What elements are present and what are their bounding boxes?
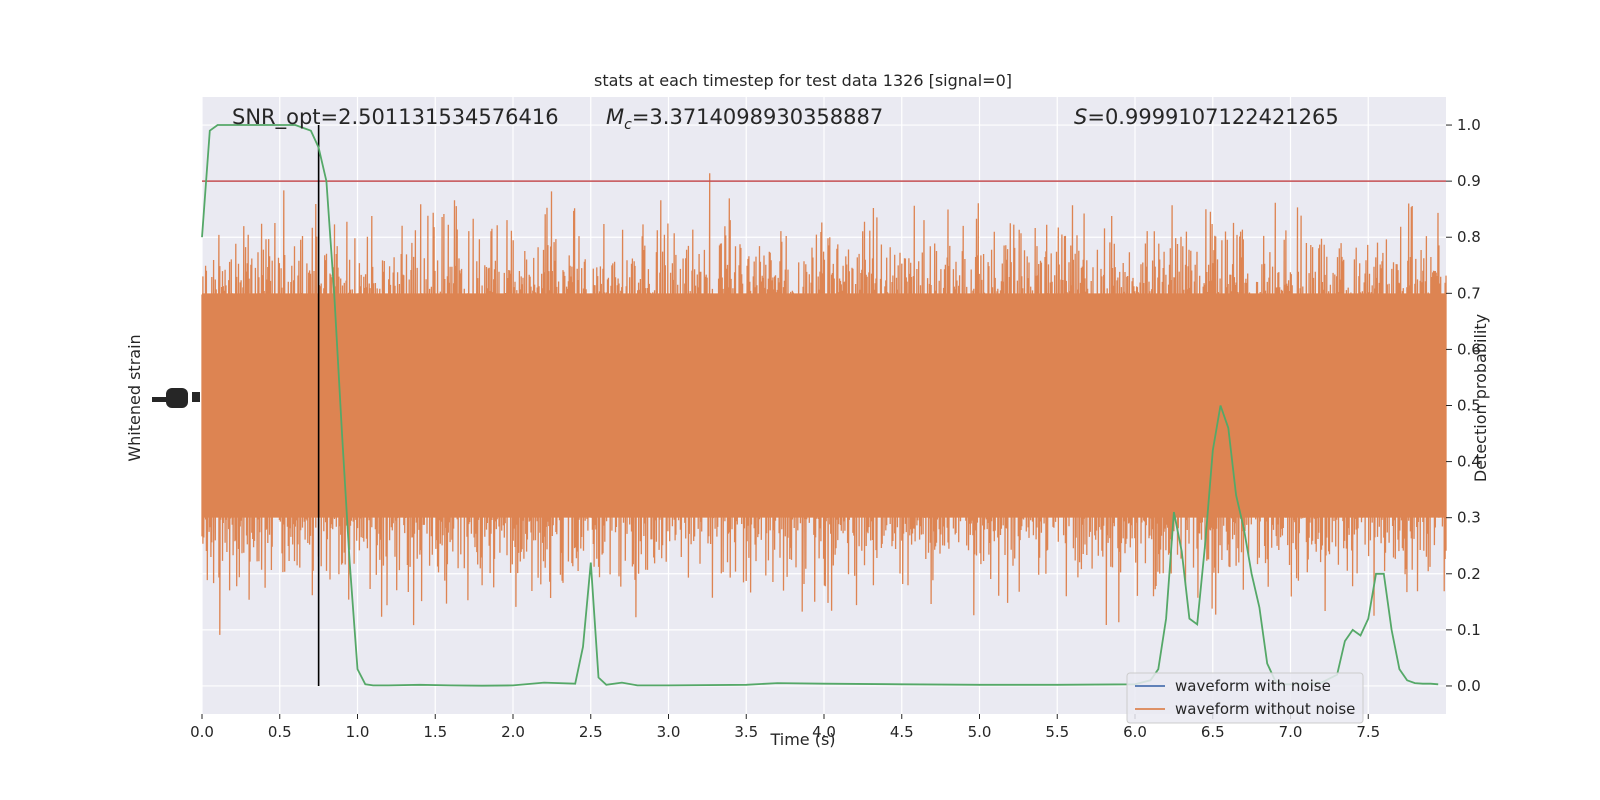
y-tick-label-7: 0.7 — [1457, 284, 1481, 302]
annotation-statistic: S=0.9999107122421265 — [1074, 105, 1339, 129]
y-tick-label-10: 1.0 — [1457, 116, 1481, 134]
x-tick-label-0: 0.0 — [190, 723, 214, 741]
y-tick-label-8: 0.8 — [1457, 228, 1481, 246]
x-tick-label-9: 4.5 — [890, 723, 914, 741]
chart-title: stats at each timestep for test data 132… — [594, 71, 1012, 90]
x-tick-label-13: 6.5 — [1201, 723, 1225, 741]
legend-box — [1126, 672, 1364, 724]
y-tick-label-2: 0.2 — [1457, 565, 1481, 583]
annotation-chirp-mass-value: =3.3714098930358887 — [632, 105, 883, 129]
left-axis-overlapping-ticks — [152, 388, 200, 408]
left-y-axis-label: Whitened strain — [125, 334, 144, 461]
y-tick-label-5: 0.5 — [1457, 397, 1481, 415]
y-tick-label-1: 0.1 — [1457, 621, 1481, 639]
x-tick-label-8: 4.0 — [812, 723, 836, 741]
legend-label-without-noise: waveform without noise — [1175, 700, 1355, 718]
x-tick-label-4: 2.0 — [501, 723, 525, 741]
series-detection-probability — [201, 124, 1439, 687]
annotation-chirp-mass-symbol: M — [606, 105, 624, 129]
x-tick-label-14: 7.0 — [1279, 723, 1303, 741]
y-tick-label-3: 0.3 — [1457, 509, 1481, 527]
annotation-snr: SNR_opt=2.501131534576416 — [232, 105, 559, 130]
x-tick-label-5: 2.5 — [579, 723, 603, 741]
annotation-statistic-symbol: S — [1074, 105, 1087, 129]
x-axis-label: Time (s) — [769, 730, 835, 749]
right-y-axis-ticks: 0.0 0.1 0.2 0.3 0.4 0.5 0.6 0.7 0.8 0.9 1.0 — [1446, 116, 1481, 695]
x-tick-label-7: 3.5 — [734, 723, 758, 741]
x-tick-label-15: 7.5 — [1356, 723, 1380, 741]
noise-dense-band — [202, 293, 1446, 518]
y-tick-label-9: 0.9 — [1457, 172, 1481, 190]
annotation-statistic-value: =0.9999107122421265 — [1087, 105, 1338, 129]
y-tick-label-6: 0.6 — [1457, 340, 1481, 358]
left-clutter-bar-2 — [192, 392, 200, 402]
x-tick-label-3: 1.5 — [423, 723, 447, 741]
legend: waveform with noise waveform without noi… — [1126, 672, 1364, 724]
x-tick-label-6: 3.0 — [657, 723, 681, 741]
right-y-axis-label: Detection probability — [1471, 314, 1490, 482]
y-tick-label-4: 0.4 — [1457, 453, 1481, 471]
left-clutter-blob — [166, 388, 188, 408]
legend-label-with-noise: waveform with noise — [1175, 677, 1331, 695]
series-waveform-without-noise — [201, 173, 1447, 635]
y-tick-label-0: 0.0 — [1457, 677, 1481, 695]
x-tick-label-10: 5.0 — [968, 723, 992, 741]
x-tick-label-1: 0.5 — [268, 723, 292, 741]
x-tick-label-11: 5.5 — [1045, 723, 1069, 741]
x-tick-label-12: 6.0 — [1123, 723, 1147, 741]
annotation-chirp-mass-subscript: c — [624, 117, 632, 133]
annotation-chirp-mass: Mc=3.3714098930358887 — [606, 105, 883, 133]
x-tick-label-2: 1.0 — [346, 723, 370, 741]
x-axis-ticks: 0.0 0.5 1.0 1.5 2.0 2.5 3.0 3.5 4.0 4.5 5.0 5.5 6.0 6… — [190, 714, 1380, 741]
